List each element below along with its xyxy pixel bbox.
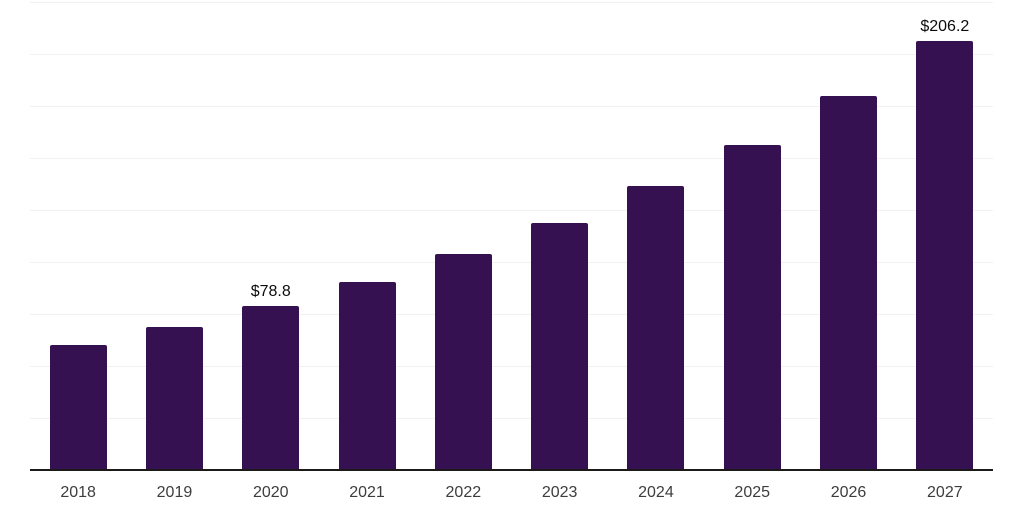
x-tick-2023: 2023 <box>541 484 578 501</box>
bars-container: $78.8 $206.2 <box>30 2 993 470</box>
bar-2018 <box>49 345 107 470</box>
x-tick-2018: 2018 <box>60 484 96 501</box>
bar-slot-2020: $78.8 <box>223 2 319 470</box>
value-label-2027: $206.2 <box>920 18 970 36</box>
x-tick-2024: 2024 <box>638 484 674 501</box>
bar-slot-2021 <box>319 2 415 470</box>
x-axis-labels: 2018 2019 2020 2021 2022 2023 2024 2025 2026 2027 <box>30 484 993 502</box>
bar-slot-2019 <box>126 2 222 470</box>
bar-2025 <box>723 144 781 470</box>
gridline-150 <box>30 158 993 159</box>
gridline-225 <box>30 2 993 3</box>
bar-slot-2025 <box>704 2 800 470</box>
bar-slot-2026 <box>800 2 896 470</box>
bar-2021 <box>338 282 396 470</box>
x-tick-2026: 2026 <box>830 484 867 501</box>
plot-area: $78.8 $206.2 <box>30 2 993 470</box>
x-tick-2021: 2021 <box>349 484 385 501</box>
bar-2019 <box>145 326 203 470</box>
x-axis-line <box>30 469 993 471</box>
bar-slot-2018 <box>30 2 126 470</box>
gridline-50 <box>30 366 993 367</box>
bar-2027 <box>916 41 974 470</box>
bar-slot-2022 <box>415 2 511 470</box>
bar-slot-2023 <box>511 2 607 470</box>
gridline-100 <box>30 262 993 263</box>
bar-2022 <box>434 254 492 470</box>
x-tick-2020: 2020 <box>252 484 289 501</box>
bar-2020 <box>242 306 300 470</box>
gridline-25 <box>30 418 993 419</box>
bar-2026 <box>820 96 878 470</box>
bar-2023 <box>531 222 589 470</box>
value-label-2020: $78.8 <box>250 283 291 301</box>
bar-2024 <box>627 186 685 470</box>
gridline-75 <box>30 314 993 315</box>
x-tick-2025: 2025 <box>734 484 771 501</box>
bar-slot-2024 <box>608 2 704 470</box>
x-tick-2027: 2027 <box>927 484 963 501</box>
gridline-175 <box>30 106 993 107</box>
bar-slot-2027: $206.2 <box>897 2 993 470</box>
gridline-125 <box>30 210 993 211</box>
x-tick-2022: 2022 <box>445 484 482 501</box>
x-tick-2019: 2019 <box>156 484 193 501</box>
gridline-200 <box>30 54 993 55</box>
